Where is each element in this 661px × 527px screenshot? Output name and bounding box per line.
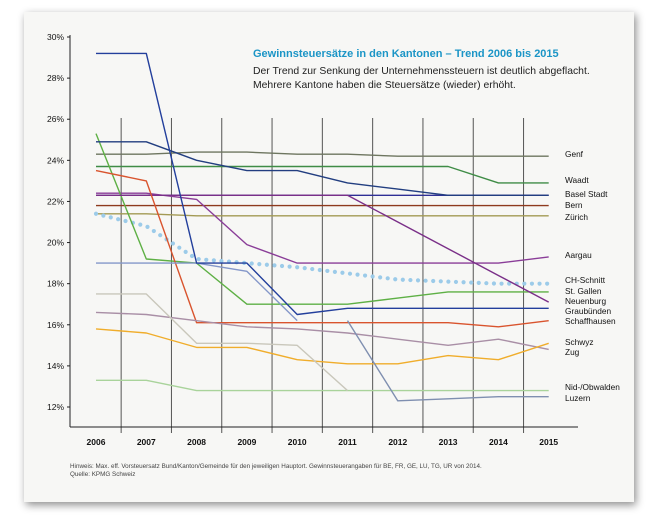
chart-title: Gewinnsteuersätze in den Kantonen – Tren…	[253, 48, 559, 60]
series-line-z-rich	[96, 213, 549, 217]
series-line-neuenburg	[96, 194, 550, 303]
series-label: Bern	[565, 200, 583, 210]
series-line-schaffhausen	[95, 169, 549, 328]
x-tick-label: 2010	[288, 437, 307, 447]
x-tick-label: 2011	[338, 437, 357, 447]
series-label: Schaffhausen	[565, 316, 616, 326]
series-line-ch-schnitt	[93, 211, 551, 286]
series-lines	[93, 52, 551, 402]
x-tick-label: 2012	[388, 437, 407, 447]
series-line-nid-obwalden	[96, 379, 549, 392]
series-label: Aargau	[565, 250, 592, 260]
axes: 12% 14% 16% 18% 20% 22% 24% 26% 28% 30% 2006 2007 20…	[47, 32, 578, 447]
series-label: Neuenburg	[565, 296, 606, 306]
chart-frame	[24, 12, 634, 502]
x-tick-label: 2006	[87, 437, 106, 447]
chart-subtitle: Der Trend zur Senkung der Unternehmensst…	[253, 66, 590, 91]
y-tick-label: 18%	[47, 279, 64, 289]
series-line-waadt	[96, 165, 549, 184]
y-tick-label: 24%	[47, 155, 64, 165]
series-line-unlabeled-17	[96, 52, 549, 316]
y-tick-label: 20%	[47, 238, 64, 248]
x-tick-label: 2015	[539, 437, 558, 447]
x-tick-label: 2008	[187, 437, 206, 447]
series-line-luzern	[346, 320, 549, 402]
chart-footnote: Hinweis: Max. eff. Vorsteuersatz Bund/Ka…	[70, 463, 482, 479]
y-tick-label: 14%	[47, 361, 64, 371]
series-label: St. Gallen	[565, 286, 602, 296]
series-label: Waadt	[565, 175, 589, 185]
x-tick-label: 2009	[237, 437, 256, 447]
series-label: Luzern	[565, 393, 591, 403]
series-label: Nid-/Obwalden	[565, 382, 620, 392]
footnote-hint: Hinweis: Max. eff. Vorsteuersatz Bund/Ka…	[70, 463, 482, 470]
series-line-unlabeled-16	[96, 293, 348, 392]
series-line-unlabeled-15	[96, 262, 298, 322]
y-tick-label: 26%	[47, 114, 64, 124]
series-line-schwyz	[95, 311, 549, 351]
series-line-graub-nden	[96, 141, 549, 196]
series-line-genf	[96, 151, 549, 157]
series-label: CH-Schnitt	[565, 275, 606, 285]
series-label: Zug	[565, 347, 580, 357]
y-tick-label: 22%	[47, 196, 64, 206]
series-label: Schwyz	[565, 337, 594, 347]
series-label: Basel Stadt	[565, 189, 608, 199]
y-tick-label: 16%	[47, 320, 64, 330]
y-tick-label: 30%	[47, 32, 64, 42]
grid-lines	[120, 118, 525, 433]
series-label: Genf	[565, 149, 584, 159]
y-tick-label: 12%	[47, 402, 64, 412]
y-tick-label: 28%	[47, 73, 64, 83]
x-tick-label: 2007	[137, 437, 156, 447]
series-label: Zürich	[565, 212, 588, 222]
series-label: Graubünden	[565, 306, 612, 316]
series-line-aargau	[96, 192, 549, 264]
series-line-zug	[95, 328, 549, 365]
x-tick-label: 2014	[489, 437, 508, 447]
footnote-source: Quelle: KPMG Schweiz	[70, 471, 136, 478]
series-line-st-gallen	[95, 133, 549, 305]
x-tick-label: 2013	[439, 437, 458, 447]
